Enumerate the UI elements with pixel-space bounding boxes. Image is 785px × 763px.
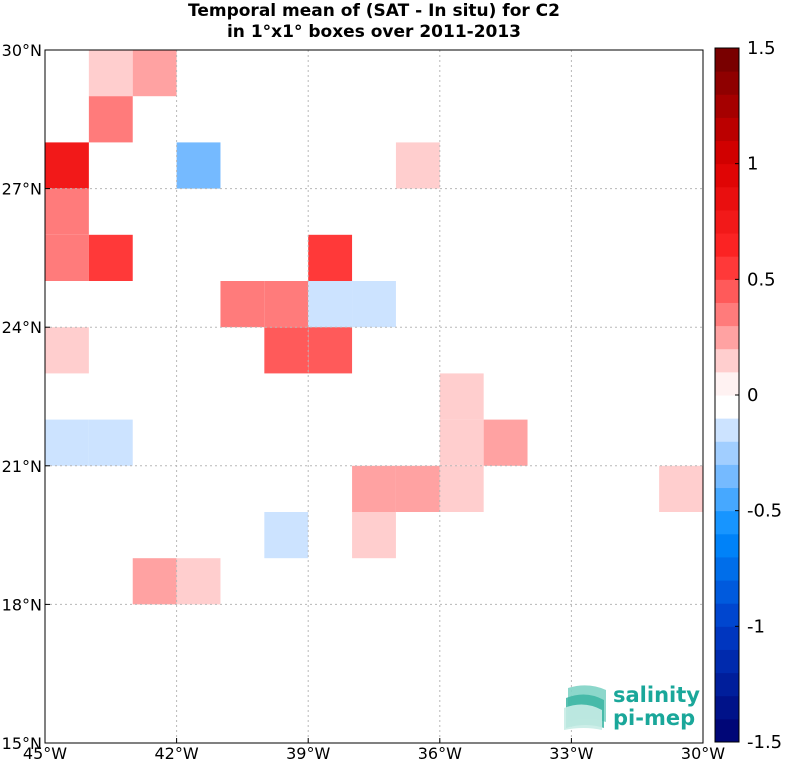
colorbar-segment (715, 163, 739, 188)
heatmap-cell (352, 281, 396, 328)
colorbar-segment (715, 649, 739, 674)
colorbar-segment (715, 94, 739, 118)
colorbar-segment (715, 395, 739, 419)
colorbar-tick-label: 0 (747, 385, 758, 406)
colorbar: 1.5 1 0.5 0 -0.5 -1 -1.5 (714, 38, 782, 753)
heatmap-cell (132, 558, 177, 605)
logo-text-pi-mep: pi-mep (613, 706, 695, 730)
logo-text-salinity: salinity (613, 683, 700, 707)
x-tick-label: 42°W (155, 744, 199, 763)
heatmap-cell (132, 50, 177, 97)
colorbar-segment (715, 256, 739, 280)
x-tick-label: 36°W (418, 744, 462, 763)
heatmap-cell (308, 234, 353, 281)
heatmap-cell (45, 419, 89, 466)
heatmap-cell (45, 234, 89, 281)
colorbar-segment (715, 580, 739, 604)
colorbar-segment (715, 209, 739, 234)
x-tick-label: 45°W (23, 744, 67, 763)
colorbar-segment (715, 302, 739, 327)
colorbar-segment (715, 533, 739, 558)
heatmap-cell (308, 327, 353, 374)
colorbar-segment (715, 418, 739, 442)
y-tick-label: 15°N (2, 734, 42, 753)
heatmap-cell (264, 512, 309, 559)
colorbar-segment (715, 510, 739, 535)
colorbar-tick-label: -0.5 (747, 501, 782, 522)
colorbar-tick-label: -1 (747, 616, 765, 637)
colorbar-segment (715, 464, 739, 489)
y-tick-label: 24°N (2, 318, 42, 337)
plot-frame (44, 49, 704, 744)
heatmap-cell (176, 558, 221, 605)
wave-logo-icon (564, 685, 606, 730)
y-tick-label: 21°N (2, 457, 42, 476)
colorbar-segment (715, 117, 739, 142)
colorbar-segment (715, 626, 739, 650)
heatmap-cell (439, 419, 484, 466)
heatmap-cell (264, 281, 309, 328)
y-tick-label: 18°N (2, 595, 42, 614)
x-tick-label: 33°W (549, 744, 593, 763)
colorbar-segment (715, 603, 739, 627)
colorbar-tick-label: 0.5 (747, 269, 776, 290)
heatmap-cell (45, 142, 89, 189)
heatmap-cell (308, 281, 353, 328)
heatmap-cell (439, 465, 484, 512)
heatmap-cell (45, 188, 89, 235)
heatmap-cell (395, 142, 440, 189)
heatmap-cell (483, 419, 528, 466)
heatmap-cell (88, 50, 133, 97)
colorbar-segment (715, 695, 739, 720)
colorbar-segment (715, 487, 739, 512)
colorbar-segment (715, 672, 739, 697)
colorbar-segment (715, 325, 739, 350)
colorbar-segment (715, 348, 739, 373)
colorbar-segment (715, 71, 739, 95)
heatmap-cell (220, 281, 265, 328)
heatmap-cell (88, 96, 133, 143)
y-tick-label: 30°N (2, 41, 42, 60)
heatmap-cell (176, 142, 221, 189)
heatmap-cell (88, 419, 133, 466)
heatmap-cell (352, 465, 396, 512)
heatmap-cell (395, 465, 440, 512)
heatmap-cell (439, 373, 484, 420)
x-tick-label: 30°W (681, 744, 725, 763)
heatmap-cell (352, 512, 396, 559)
colorbar-segment (715, 556, 739, 581)
colorbar-tick-label: -1.5 (747, 732, 782, 753)
colorbar-segment (715, 233, 739, 257)
chart-subtitle: in 1°x1° boxes over 2011-2013 (226, 22, 522, 42)
y-tick-label: 27°N (2, 180, 42, 199)
colorbar-segment (715, 371, 739, 396)
heatmap-cell (264, 327, 309, 374)
colorbar-segment (715, 279, 739, 303)
colorbar-segment (715, 48, 739, 72)
colorbar-tick-label: 1.5 (747, 38, 776, 59)
heatmap-cell (45, 327, 89, 374)
colorbar-segment (715, 441, 739, 465)
grid-lines (45, 50, 703, 743)
heatmap-cell (659, 465, 703, 512)
x-tick-label: 39°W (286, 744, 330, 763)
chart-title: Temporal mean of (SAT - In situ) for C2 (188, 1, 560, 21)
colorbar-segment (715, 140, 739, 165)
colorbar-segment (715, 186, 739, 211)
heatmap-cells (45, 50, 703, 605)
heatmap-cell (88, 234, 133, 281)
salinity-pi-mep-logo: salinity pi-mep (564, 683, 700, 730)
axis-ticks: 45°W 42°W 39°W 36°W 33°W 30°W 15°N 18°N 21°N 24°N… (2, 41, 726, 763)
colorbar-segment (715, 718, 739, 743)
colorbar-tick-label: 1 (747, 154, 758, 175)
